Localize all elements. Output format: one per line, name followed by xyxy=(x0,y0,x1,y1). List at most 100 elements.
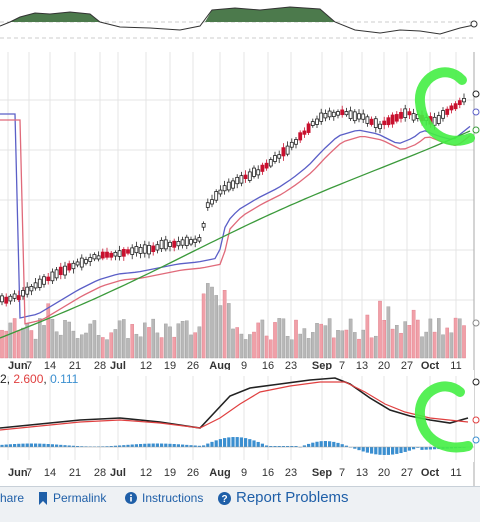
macd-hist-bar xyxy=(302,445,306,447)
volume-bar xyxy=(277,318,282,359)
volume-bar xyxy=(449,332,454,359)
macd-hist-bar xyxy=(105,446,109,447)
tick-label-aug: Aug xyxy=(209,467,230,479)
macd-hist-bar xyxy=(197,445,201,447)
volume-bar xyxy=(441,334,445,359)
volume-bar xyxy=(84,332,88,359)
candle xyxy=(117,245,122,261)
tick-label-12: 12 xyxy=(140,467,152,479)
volume-bar xyxy=(315,323,319,359)
macd-hist-bar xyxy=(378,447,382,455)
candle xyxy=(294,137,298,149)
volume-bar xyxy=(96,335,101,359)
volume-bar xyxy=(63,320,67,359)
candle xyxy=(319,108,324,125)
candle xyxy=(348,106,353,121)
macd-hist-bar xyxy=(403,447,407,452)
candle xyxy=(306,121,311,135)
volume-bar xyxy=(172,336,177,359)
volume-bar xyxy=(134,333,139,359)
macd-values: 2, 2.600, 0.111 xyxy=(0,372,79,386)
macd-hist-bar xyxy=(176,444,180,447)
macd-hist-bar xyxy=(88,446,92,447)
tick-label-27: 27 xyxy=(401,360,413,372)
candle xyxy=(37,275,42,291)
macd-hist-bar xyxy=(214,440,218,447)
question-icon: ? xyxy=(218,491,231,505)
volume-bar xyxy=(243,339,248,359)
macd-hist-bar xyxy=(63,445,67,447)
volume-bar xyxy=(189,334,193,359)
candle xyxy=(172,238,177,252)
macd-hist-bar xyxy=(382,447,386,455)
volume-bar xyxy=(319,323,324,359)
candle xyxy=(445,106,450,118)
tick-label-16: 16 xyxy=(262,467,274,479)
volume-bar xyxy=(344,329,349,359)
candle xyxy=(126,246,130,256)
macd-hist-bar xyxy=(252,440,256,447)
volume-bar xyxy=(420,336,424,359)
volume-bar xyxy=(54,331,59,359)
macd-hist-bar xyxy=(365,447,369,453)
instructions-link[interactable]: Instructions xyxy=(125,487,203,509)
macd-hist-bar xyxy=(25,443,29,447)
macd-hist-bar xyxy=(412,447,416,450)
macd-hist-bar xyxy=(416,447,420,448)
volume-bar xyxy=(25,323,30,359)
candle xyxy=(453,101,458,111)
volume-bar xyxy=(458,318,462,359)
tick-label-27: 27 xyxy=(401,467,413,479)
tick-label-19: 19 xyxy=(164,467,176,479)
macd-hist-bar xyxy=(433,447,437,450)
volume-bar xyxy=(33,338,38,359)
volume-bar xyxy=(159,337,164,359)
tick-label-20: 20 xyxy=(378,360,390,372)
macd-hist-bar xyxy=(332,441,336,447)
candle xyxy=(88,253,93,267)
volume-bar xyxy=(231,328,235,359)
volume-bar xyxy=(285,336,290,359)
macd-hist-bar xyxy=(21,443,25,447)
candle xyxy=(235,174,240,189)
candle xyxy=(12,290,17,302)
volume-bar xyxy=(226,303,231,359)
candle xyxy=(239,171,244,187)
report-problems-link[interactable]: ? Report Problems xyxy=(218,487,349,509)
volume-bar xyxy=(298,333,303,359)
macd-hist-bar xyxy=(181,444,185,447)
volume-bar xyxy=(222,290,227,359)
volume-bar xyxy=(239,333,244,359)
candle xyxy=(386,115,391,128)
volume-bar xyxy=(290,339,294,359)
indicator-fill-1 xyxy=(10,12,100,22)
volume-bar xyxy=(4,330,8,359)
candle xyxy=(142,240,147,258)
volume-bar xyxy=(247,334,252,359)
macd-hist-bar xyxy=(311,442,315,447)
tick-label-14: 14 xyxy=(44,467,56,479)
permalink-link[interactable]: Permalink xyxy=(38,487,106,509)
tick-label-28: 28 xyxy=(94,467,106,479)
volume-bar xyxy=(218,305,223,359)
volume-bar xyxy=(147,327,151,359)
macd-hist-bar xyxy=(168,443,172,447)
volume-bar xyxy=(109,332,113,359)
volume-bar xyxy=(323,325,328,359)
svg-text:?: ? xyxy=(221,494,227,505)
macd-hist-bar xyxy=(118,445,122,447)
volume-bar xyxy=(201,293,206,359)
tick-label-oct: Oct xyxy=(421,467,440,479)
candle xyxy=(121,247,126,261)
candle xyxy=(33,278,38,291)
volume-bar xyxy=(180,321,185,359)
macd-hist-bar xyxy=(17,443,21,447)
report-problems-label: Report Problems xyxy=(236,489,349,506)
volume-bar xyxy=(260,319,265,359)
tick-label-sep: Sep xyxy=(312,467,332,479)
macd-hist-bar xyxy=(290,446,294,447)
macd-hist-bar xyxy=(244,438,248,447)
volume-bar xyxy=(205,283,210,359)
share-link[interactable]: hare xyxy=(0,487,24,509)
